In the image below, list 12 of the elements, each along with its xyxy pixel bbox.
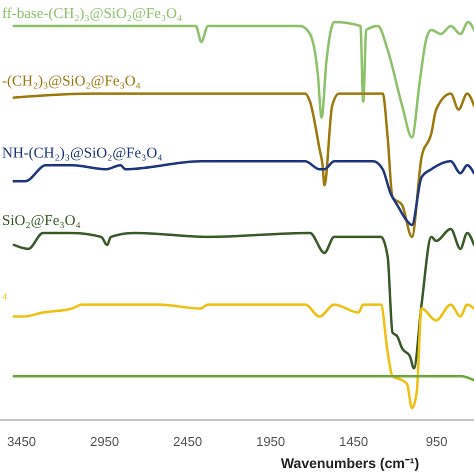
x-tick-label: 3450 (7, 434, 36, 449)
x-tick-label: 950 (426, 434, 448, 449)
x-axis-title: Wavenumbers (cm⁻¹) (280, 455, 420, 471)
x-tick-label: 1450 (339, 434, 368, 449)
series-label: -(CH₂)₃@SiO₂@Fe₃O₄ (2, 74, 141, 90)
x-tick-label: 1950 (256, 434, 286, 449)
series-label: SiO₂@Fe₃O₄ (2, 212, 81, 229)
x-tick-label: 2450 (173, 434, 202, 449)
x-tick-label: 2950 (90, 434, 120, 449)
series-label: ₄ (2, 284, 8, 301)
series-label: NH-(CH₂)₃@SiO₂@Fe₃O₄ (2, 145, 162, 162)
series-label: ff-base-(CH₂)₃@SiO₂@Fe₃O₄ (2, 6, 182, 22)
